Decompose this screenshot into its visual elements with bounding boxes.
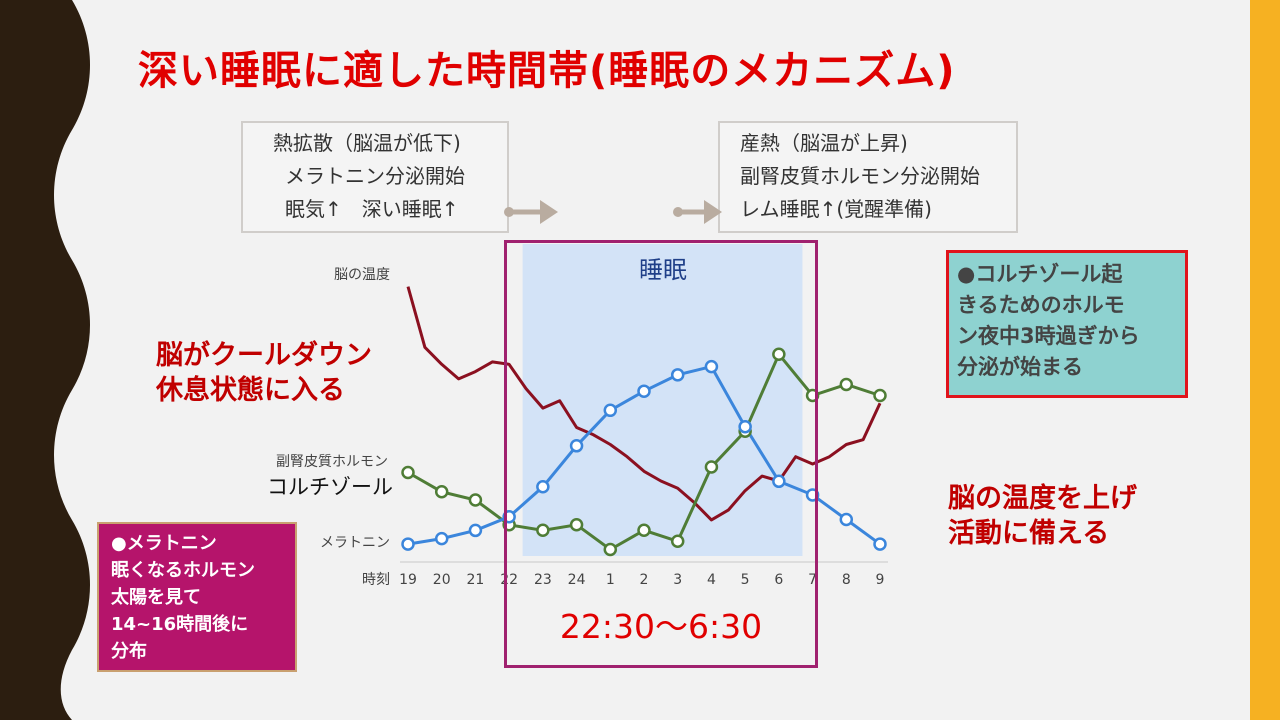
x-tick-label: 20 — [433, 572, 451, 588]
cortisol-info-line: きるためのホルモ — [957, 293, 1125, 317]
decorative-side-bar — [1250, 0, 1280, 720]
right-info-line: 副腎皮質ホルモン分泌開始 — [740, 164, 980, 188]
series-line-brain-temp — [406, 286, 882, 522]
x-tick-label: 6 — [774, 572, 783, 588]
data-point-cortisol — [873, 388, 887, 403]
melatonin-info-line: 眠くなるホルモン — [111, 560, 255, 581]
right-info-box: 産熱（脳温が上昇) 副腎皮質ホルモン分泌開始 レム睡眠↑(覚醒準備) — [718, 121, 1018, 233]
x-tick-label: 24 — [568, 572, 586, 588]
data-point-melatonin — [536, 480, 550, 494]
note-line: 脳がクールダウン — [156, 340, 372, 371]
row-label-melatonin: メラトニン — [320, 535, 390, 551]
data-point-cortisol — [704, 460, 719, 474]
x-tick-label: 5 — [741, 572, 750, 588]
data-point-cortisol — [434, 485, 449, 499]
cortisol-info-box: ●コルチゾール起 きるためのホルモ ン夜中3時過ぎから 分泌が始まる — [946, 250, 1188, 398]
data-point-cortisol — [603, 542, 618, 557]
data-point-melatonin — [569, 439, 584, 453]
data-point-melatonin — [637, 384, 651, 398]
row-label-brain-temp: 脳の温度 — [334, 267, 390, 283]
x-tick-label: 7 — [808, 572, 817, 588]
x-tick-label: 21 — [467, 572, 485, 588]
right-info-line: 産熱（脳温が上昇) — [740, 131, 908, 155]
melatonin-info-box: ●メラトニン 眠くなるホルモン 太陽を見て 14~16時間後に 分布 — [97, 522, 297, 672]
decorative-wavy-band — [0, 0, 90, 720]
sleep-time-range: 22:30〜6:30 — [559, 607, 763, 646]
flow-arrow-left — [504, 200, 558, 224]
data-point-cortisol — [670, 534, 685, 548]
data-point-melatonin — [738, 419, 752, 434]
data-point-cortisol — [839, 377, 854, 392]
melatonin-info-line: 14~16時間後に — [111, 614, 249, 635]
melatonin-info-line: 分布 — [111, 641, 147, 662]
left-info-box: 熱拡散（脳温が低下) メラトニン分泌開始 眠気↑ 深い睡眠↑ — [241, 121, 509, 233]
row-label-cortisol-hormone: 副腎皮質ホルモン — [276, 454, 388, 470]
x-axis-label: 時刻 — [362, 572, 390, 588]
left-info-line: メラトニン分泌開始 — [285, 164, 465, 188]
note-brain-warmup: 脳の温度を上げ 活動に備える — [948, 481, 1137, 551]
x-tick-label: 19 — [399, 572, 417, 588]
cortisol-info-line: ン夜中3時過ぎから — [957, 324, 1140, 348]
data-point-cortisol — [536, 523, 550, 537]
note-line: 脳の温度を上げ — [948, 483, 1137, 514]
note-line: 休息状態に入る — [156, 375, 345, 406]
sleep-period-band — [522, 244, 803, 556]
x-tick-label: 9 — [876, 572, 885, 588]
data-point-melatonin — [839, 512, 854, 527]
data-point-melatonin — [468, 523, 483, 538]
x-tick-label: 1 — [606, 572, 615, 588]
data-point-cortisol — [569, 518, 584, 532]
sleep-window-frame — [504, 240, 818, 668]
x-tick-label: 8 — [842, 572, 851, 588]
data-point-melatonin — [873, 537, 887, 551]
melatonin-info-line: 太陽を見て — [111, 587, 201, 608]
note-brain-cooldown: 脳がクールダウン 休息状態に入る — [156, 338, 372, 408]
data-point-melatonin — [603, 403, 618, 418]
x-tick-label: 4 — [707, 572, 716, 588]
data-point-melatonin — [670, 368, 685, 382]
data-point-melatonin — [704, 359, 719, 374]
flow-arrow-right — [673, 200, 722, 224]
sleep-band-label: 睡眠 — [639, 256, 687, 284]
row-label-cortisol: コルチゾール — [267, 475, 393, 499]
data-point-cortisol — [772, 347, 786, 361]
data-point-cortisol — [401, 465, 415, 480]
left-info-line: 熱拡散（脳温が低下) — [273, 131, 461, 155]
left-info-line: 眠気↑ 深い睡眠↑ — [285, 197, 459, 221]
cortisol-info-line: 分泌が始まる — [957, 355, 1083, 379]
x-tick-label: 3 — [673, 572, 682, 588]
cortisol-info-line: ●コルチゾール起 — [957, 262, 1123, 286]
data-point-melatonin — [401, 537, 415, 551]
melatonin-info-line: ●メラトニン — [111, 533, 217, 554]
right-info-line: レム睡眠↑(覚醒準備) — [740, 197, 932, 221]
data-point-cortisol — [637, 523, 651, 537]
x-tick-label: 2 — [640, 572, 649, 588]
x-tick-label: 23 — [534, 572, 552, 588]
data-point-melatonin — [772, 474, 786, 489]
slide-title: 深い睡眠に適した時間帯(睡眠のメカニズム) — [138, 48, 956, 94]
data-point-cortisol — [468, 493, 483, 507]
data-point-melatonin — [434, 531, 449, 546]
note-line: 活動に備える — [948, 518, 1110, 549]
